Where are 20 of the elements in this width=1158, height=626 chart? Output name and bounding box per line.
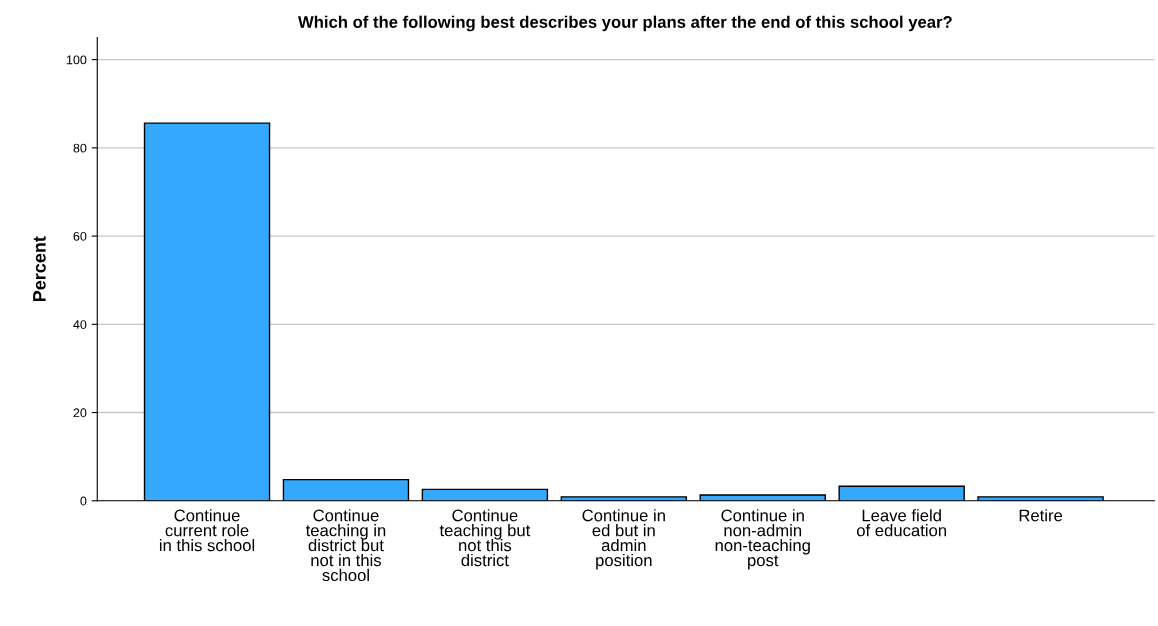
y-tick-label: 0 [80,496,87,506]
x-tick-label: Retire [1019,509,1063,522]
x-tick-label: Continue in ed but in admin position [582,509,665,570]
y-axis-title: Percent [33,236,46,302]
bar [143,122,271,501]
y-tick-label: 60 [73,231,87,241]
bar [838,485,965,501]
x-tick-label: Leave field of education [856,509,946,537]
y-tick-label: 40 [73,320,87,329]
chart-title: Which of the following best describes your plans after the end of this school year? [298,15,952,32]
x-tick-label: Continue current role in this school [159,509,255,552]
bar [282,478,410,501]
y-tick-label: 20 [73,408,87,418]
x-tick-label: Continue teaching but not this district [439,509,531,567]
bar [699,494,826,501]
y-tick-label: 100 [66,55,87,65]
x-tick-label: Continue in non-admin non-teaching post [715,509,810,570]
x-tick-label: Continue teaching in district but not in this school [305,509,386,582]
bar [421,488,549,501]
y-tick-label: 80 [73,143,87,153]
